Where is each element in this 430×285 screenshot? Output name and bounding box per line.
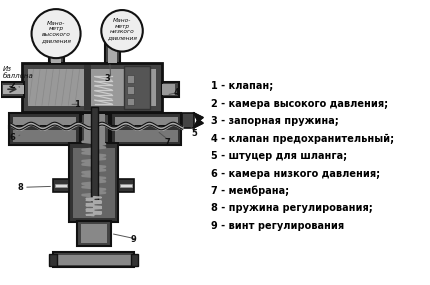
Text: 3: 3	[104, 74, 110, 84]
Circle shape	[31, 9, 80, 58]
Bar	[1, 82, 24, 97]
Bar	[55, 184, 68, 187]
Bar	[127, 75, 134, 83]
Bar	[49, 46, 64, 63]
Bar	[53, 252, 134, 267]
Bar	[53, 179, 69, 192]
Bar	[114, 117, 178, 125]
Bar	[182, 113, 194, 128]
Bar	[73, 148, 114, 218]
Bar	[28, 68, 156, 106]
Text: Мано-
метр
низкого
давления: Мано- метр низкого давления	[107, 18, 137, 40]
Bar	[131, 254, 138, 266]
Text: 9 - винт регулирования: 9 - винт регулирования	[211, 221, 344, 231]
Text: 5: 5	[192, 129, 197, 138]
Bar	[84, 65, 91, 110]
Text: 1 - клапан;: 1 - клапан;	[211, 82, 273, 91]
Bar	[9, 113, 80, 128]
Bar	[80, 114, 109, 145]
Text: 6 - камера низкого давления;: 6 - камера низкого давления;	[211, 169, 380, 179]
Text: 6: 6	[10, 133, 15, 142]
Bar	[3, 85, 24, 94]
Bar	[13, 130, 76, 142]
Text: 8 - пружина регулирования;: 8 - пружина регулирования;	[211, 203, 372, 213]
Circle shape	[101, 10, 143, 52]
Bar	[105, 42, 120, 63]
Bar	[9, 126, 80, 145]
Text: 2 - камера высокого давления;: 2 - камера высокого давления;	[211, 99, 388, 109]
Bar	[91, 107, 98, 201]
Text: 2: 2	[10, 81, 15, 90]
Text: 8: 8	[17, 183, 23, 192]
Text: 7 - мембрана;: 7 - мембрана;	[211, 186, 289, 196]
Bar	[77, 221, 111, 246]
Bar	[120, 184, 132, 187]
Text: 5 - штуцер для шланга;: 5 - штуцер для шланга;	[211, 151, 347, 161]
Bar	[162, 82, 178, 97]
Bar	[57, 255, 131, 264]
Bar	[118, 179, 134, 192]
Polygon shape	[194, 113, 203, 128]
Text: 4 - клапан предохранительный;: 4 - клапан предохранительный;	[211, 134, 394, 144]
Bar	[108, 42, 117, 63]
Text: 9: 9	[130, 235, 136, 244]
Text: 1: 1	[74, 100, 80, 109]
Bar	[49, 254, 57, 266]
Text: Из
баллона: Из баллона	[3, 66, 34, 79]
Bar	[127, 98, 134, 105]
Bar	[51, 46, 61, 63]
Bar	[80, 224, 107, 243]
Bar	[22, 63, 162, 112]
Bar	[114, 130, 178, 142]
Text: 3 - запорная пружина;: 3 - запорная пружина;	[211, 116, 338, 126]
Text: Мано-
метр
высокого
давления: Мано- метр высокого давления	[41, 21, 71, 43]
Bar	[127, 86, 134, 94]
Bar	[84, 114, 105, 143]
Bar	[111, 113, 181, 128]
Text: 4: 4	[174, 87, 180, 97]
Bar	[124, 66, 150, 109]
Bar	[69, 143, 118, 222]
Bar	[13, 117, 76, 125]
Text: 7: 7	[164, 138, 170, 146]
Bar	[162, 84, 175, 95]
Bar	[111, 126, 181, 145]
